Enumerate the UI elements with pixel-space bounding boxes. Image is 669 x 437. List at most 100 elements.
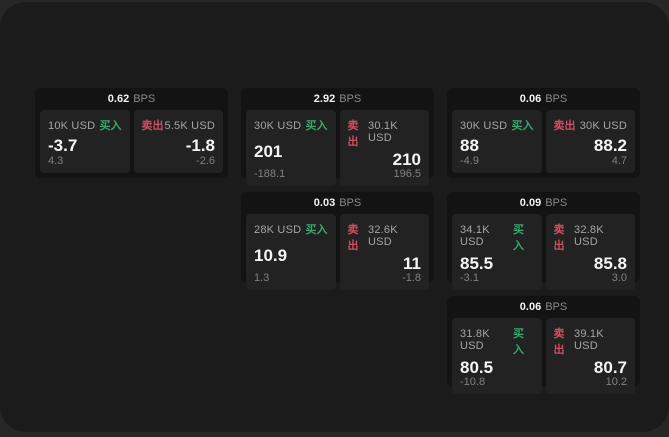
sell-panel-top: 卖出 30K USD xyxy=(554,117,628,133)
sell-panel[interactable]: 卖出 30K USD 88.2 4.7 xyxy=(545,110,635,173)
sell-side-label: 卖出 xyxy=(553,328,565,356)
card-body: 28K USD 买入 10.9 1.3 卖出 32.6K USD 11 -1.8 xyxy=(246,214,429,290)
buy-delta: 1.3 xyxy=(254,272,270,284)
bps-value: 2.92 xyxy=(313,93,336,105)
buy-amount: 34.1K USD xyxy=(460,224,490,248)
buy-panel-top: 28K USD 买入 xyxy=(254,221,328,237)
bps-header: 2.92 BPS xyxy=(246,88,429,110)
buy-panel[interactable]: 30K USD 买入 88 -4.9 xyxy=(452,110,542,173)
bps-unit: BPS xyxy=(339,197,362,209)
sell-side-label: 卖出 xyxy=(553,224,565,252)
sell-amount: 5.5K USD xyxy=(164,120,215,132)
sell-delta: 196.5 xyxy=(393,168,421,180)
buy-delta: -10.8 xyxy=(460,376,486,388)
buy-price: 85.5 xyxy=(460,254,494,273)
buy-side-label: 买入 xyxy=(512,328,524,356)
buy-side-label: 买入 xyxy=(512,224,524,252)
sell-panel-top: 卖出 39.1K USD xyxy=(554,325,628,357)
sell-amount: 32.8K USD xyxy=(574,224,604,248)
quote-card: 2.92 BPS 30K USD 买入 201 -188.1 卖出 xyxy=(241,88,434,186)
quote-card: 0.03 BPS 28K USD 买入 10.9 1.3 卖出 xyxy=(241,192,434,290)
bps-unit: BPS xyxy=(545,197,568,209)
quote-card: 0.09 BPS 34.1K USD 买入 85.5 -3.1 卖出 xyxy=(447,192,640,290)
bps-unit: BPS xyxy=(545,93,568,105)
buy-panel-top: 10K USD 买入 xyxy=(48,117,122,133)
buy-panel-top: 30K USD 买入 xyxy=(460,117,534,133)
sell-side-label: 卖出 xyxy=(553,120,576,132)
sell-panel-top: 卖出 32.8K USD xyxy=(554,221,628,253)
sell-side-label: 卖出 xyxy=(347,224,359,252)
buy-panel[interactable]: 34.1K USD 买入 85.5 -3.1 xyxy=(452,214,542,290)
sell-panel[interactable]: 卖出 32.8K USD 85.8 3.0 xyxy=(545,214,635,290)
buy-delta: -3.1 xyxy=(460,272,479,284)
card-body: 30K USD 买入 88 -4.9 卖出 30K USD 88.2 4.7 xyxy=(452,110,635,173)
buy-panel-top: 31.8K USD 买入 xyxy=(460,325,534,357)
card-body: 34.1K USD 买入 85.5 -3.1 卖出 32.8K USD 85.8… xyxy=(452,214,635,290)
sell-side-label: 卖出 xyxy=(141,120,164,132)
sell-price: 210 xyxy=(392,150,421,169)
sell-price: 80.7 xyxy=(593,358,627,377)
bps-value: 0.62 xyxy=(107,93,130,105)
sell-panel[interactable]: 卖出 32.6K USD 11 -1.8 xyxy=(339,214,429,290)
sell-delta: 10.2 xyxy=(605,376,627,388)
sell-panel[interactable]: 卖出 39.1K USD 80.7 10.2 xyxy=(545,318,635,394)
buy-delta: 4.3 xyxy=(48,155,64,167)
sell-delta: 4.7 xyxy=(611,155,627,167)
buy-panel[interactable]: 10K USD 买入 -3.7 4.3 xyxy=(40,110,130,173)
buy-side-label: 买入 xyxy=(305,120,328,132)
bps-value: 0.03 xyxy=(313,197,336,209)
buy-side-label: 买入 xyxy=(99,120,122,132)
buy-price: -3.7 xyxy=(48,135,78,155)
card-body: 10K USD 买入 -3.7 4.3 卖出 5.5K USD -1.8 -2.… xyxy=(40,110,223,173)
buy-price: 80.5 xyxy=(460,358,494,377)
sell-panel-top: 卖出 5.5K USD xyxy=(142,117,216,133)
bps-unit: BPS xyxy=(545,301,568,313)
bps-value: 0.06 xyxy=(519,93,542,105)
buy-panel[interactable]: 28K USD 买入 10.9 1.3 xyxy=(246,214,336,290)
sell-price: 85.8 xyxy=(593,254,627,273)
sell-delta: -1.8 xyxy=(402,272,421,284)
quote-card: 0.62 BPS 10K USD 买入 -3.7 4.3 卖出 xyxy=(35,88,228,178)
buy-delta: -4.9 xyxy=(460,155,479,167)
buy-side-label: 买入 xyxy=(511,120,534,132)
buy-price: 88 xyxy=(460,135,479,155)
sell-panel-top: 卖出 32.6K USD xyxy=(348,221,422,253)
buy-panel-top: 34.1K USD 买入 xyxy=(460,221,534,253)
buy-delta: -188.1 xyxy=(254,168,286,180)
bps-unit: BPS xyxy=(339,93,362,105)
quote-cards-grid: 0.62 BPS 10K USD 买入 -3.7 4.3 卖出 xyxy=(35,88,640,394)
buy-amount: 30K USD xyxy=(460,120,508,132)
sell-price: -1.8 xyxy=(185,135,215,155)
bps-unit: BPS xyxy=(133,93,156,105)
sell-panel[interactable]: 卖出 5.5K USD -1.8 -2.6 xyxy=(133,110,223,173)
buy-side-label: 买入 xyxy=(305,224,328,236)
bps-header: 0.06 BPS xyxy=(452,88,635,110)
sell-amount: 30K USD xyxy=(579,120,627,132)
sell-delta: -2.6 xyxy=(196,155,215,167)
bps-header: 0.06 BPS xyxy=(452,296,635,318)
buy-amount: 10K USD xyxy=(48,120,96,132)
card-body: 31.8K USD 买入 80.5 -10.8 卖出 39.1K USD 80.… xyxy=(452,318,635,394)
buy-amount: 28K USD xyxy=(254,224,302,236)
bps-value: 0.06 xyxy=(519,301,542,313)
bps-header: 0.09 BPS xyxy=(452,192,635,214)
buy-panel[interactable]: 30K USD 买入 201 -188.1 xyxy=(246,110,336,186)
buy-amount: 30K USD xyxy=(254,120,302,132)
bps-header: 0.03 BPS xyxy=(246,192,429,214)
sell-side-label: 卖出 xyxy=(347,120,359,148)
quote-card: 0.06 BPS 30K USD 买入 88 -4.9 卖出 xyxy=(447,88,640,178)
sell-panel-top: 卖出 30.1K USD xyxy=(348,117,422,149)
bps-header: 0.62 BPS xyxy=(40,88,223,110)
bps-value: 0.09 xyxy=(519,197,542,209)
buy-panel-top: 30K USD 买入 xyxy=(254,117,328,133)
buy-panel[interactable]: 31.8K USD 买入 80.5 -10.8 xyxy=(452,318,542,394)
sell-price: 88.2 xyxy=(593,135,627,155)
quote-card: 0.06 BPS 31.8K USD 买入 80.5 -10.8 卖 xyxy=(447,296,640,394)
buy-amount: 31.8K USD xyxy=(460,328,490,352)
sell-amount: 32.6K USD xyxy=(368,224,398,248)
sell-delta: 3.0 xyxy=(611,272,627,284)
sell-panel[interactable]: 卖出 30.1K USD 210 196.5 xyxy=(339,110,429,186)
card-body: 30K USD 买入 201 -188.1 卖出 30.1K USD 210 1… xyxy=(246,110,429,186)
